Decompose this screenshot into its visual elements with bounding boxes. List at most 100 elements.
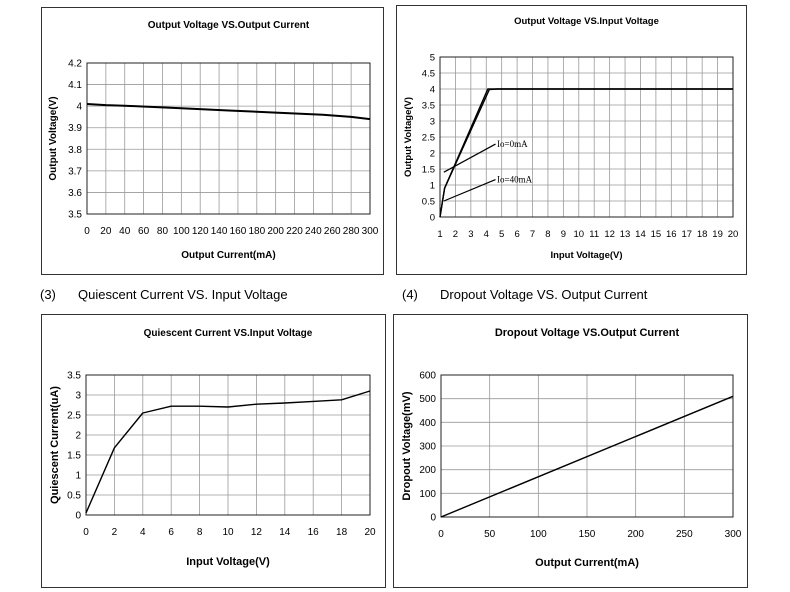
x-tick-label: 220 (286, 226, 303, 237)
y-tick-label: 2 (75, 431, 81, 442)
x-tick-label: 15 (651, 229, 662, 240)
x-tick-label: 50 (484, 529, 496, 540)
x-tick-label: 17 (681, 229, 692, 240)
plot-area-frame (86, 62, 371, 215)
x-tick-label: 18 (697, 229, 708, 240)
y-tick-label: 4.5 (422, 69, 435, 80)
caption-quiescent-current: (3) Quiescent Current VS. Input Voltage (40, 287, 288, 302)
x-tick-label: 100 (173, 226, 190, 237)
x-tick-label: 4 (140, 527, 146, 538)
chart-title: Quiescent Current VS.Input Voltage (144, 328, 313, 339)
y-tick-label: 300 (419, 442, 436, 453)
x-tick-label: 6 (168, 527, 174, 538)
y-tick-label: 3 (430, 117, 435, 128)
x-tick-label: 120 (192, 226, 209, 237)
x-tick-label: 80 (157, 226, 169, 237)
y-tick-label: 1.5 (67, 451, 81, 462)
x-tick-label: 12 (251, 527, 263, 538)
y-tick-label: 4 (76, 102, 82, 113)
series-line-iq (85, 390, 371, 514)
y-tick-label: 0 (430, 513, 436, 524)
series-line-io-40ma (439, 88, 733, 218)
chart-panel-dropout-voltage: Dropout Voltage VS.Output Current 0 100 200… (393, 314, 748, 588)
y-tick-label: 0 (430, 213, 435, 224)
y-tick-label: 3.5 (68, 210, 82, 221)
plot-area-frame (440, 374, 734, 518)
x-axis-label: Input Voltage(V) (550, 250, 622, 261)
y-tick-label: 3.5 (67, 371, 81, 382)
series-line-vdrop (440, 395, 734, 518)
y-tick-label: 0 (75, 511, 81, 522)
x-tick-label: 260 (324, 226, 341, 237)
annotation-label: Io=0mA (497, 139, 528, 149)
annotation-leader-line (443, 179, 496, 202)
chart-dropout-voltage-vs-output-current: Dropout Voltage VS.Output Current 0 100 200… (401, 327, 742, 569)
x-tick-label: 16 (666, 229, 677, 240)
x-tick-label: 20 (728, 229, 739, 240)
x-tick-label: 11 (589, 229, 599, 240)
y-tick-label: 3.7 (68, 166, 82, 177)
x-tick-label: 40 (119, 226, 131, 237)
x-tick-label: 14 (279, 527, 291, 538)
x-tick-label: 300 (362, 226, 379, 237)
y-axis-label: Output Voltage(V) (403, 97, 414, 177)
x-tick-label: 9 (561, 229, 566, 240)
x-tick-label: 16 (308, 527, 320, 538)
x-tick-label: 10 (574, 229, 585, 240)
y-tick-label: 4.2 (68, 59, 82, 70)
y-tick-label: 3.5 (422, 101, 435, 112)
y-tick-label: 3.9 (68, 123, 82, 134)
y-tick-label: 1.5 (422, 165, 435, 176)
x-tick-label: 240 (305, 226, 322, 237)
y-tick-label: 2.5 (422, 133, 435, 144)
chart-title: Dropout Voltage VS.Output Current (495, 327, 680, 339)
x-tick-label: 6 (514, 229, 519, 240)
y-tick-label: 4.1 (68, 80, 82, 91)
x-tick-label: 150 (579, 529, 596, 540)
caption-dropout-voltage: (4) Dropout Voltage VS. Output Current (402, 287, 647, 302)
caption-number: (4) (402, 287, 418, 302)
caption-text: Quiescent Current VS. Input Voltage (78, 287, 288, 302)
x-tick-label: 2 (453, 229, 458, 240)
x-axis-label: Output Current(mA) (181, 250, 275, 261)
y-tick-label: 3.8 (68, 145, 82, 156)
y-tick-label: 0.5 (67, 491, 81, 502)
y-axis-label: Output Voltage(V) (48, 96, 59, 180)
y-tick-label: 500 (419, 394, 436, 405)
x-tick-label: 10 (222, 527, 234, 538)
x-tick-label: 280 (343, 226, 360, 237)
chart-panel-output-vs-input: Output Voltage VS.Input Voltage 0 0.5 1 1.5 2… (396, 5, 747, 275)
caption-text: Dropout Voltage VS. Output Current (440, 287, 648, 302)
x-axis-label: Input Voltage(V) (186, 556, 270, 568)
y-tick-label: 2 (430, 149, 435, 160)
y-axis-label: Dropout Voltage(mV) (401, 391, 413, 501)
x-tick-label: 8 (197, 527, 203, 538)
series-line-vout (86, 103, 371, 121)
x-tick-label: 180 (248, 226, 265, 237)
y-tick-label: 0.5 (422, 197, 435, 208)
plot-area-frame (439, 56, 734, 218)
y-tick-label: 4 (430, 85, 435, 96)
x-tick-label: 2 (112, 527, 118, 538)
x-tick-label: 4 (484, 229, 489, 240)
annotation-label: Io=40mA (497, 175, 533, 185)
chart-output-voltage-vs-input-voltage: Output Voltage VS.Input Voltage 0 0.5 1 1.5 2… (403, 16, 739, 261)
x-tick-label: 13 (620, 229, 631, 240)
plot-area-frame (85, 374, 371, 516)
chart-quiescent-current-vs-input-voltage: Quiescent Current VS.Input Voltage 0 0.5 1 1… (49, 328, 376, 568)
x-tick-label: 200 (267, 226, 284, 237)
chart-panel-output-vs-current: Output Voltage VS.Output Current 3.5 3.6 3.… (41, 7, 384, 275)
x-tick-label: 19 (712, 229, 723, 240)
x-tick-label: 12 (604, 229, 615, 240)
chart-title: Output Voltage VS.Input Voltage (514, 16, 659, 27)
y-tick-label: 1 (430, 181, 435, 192)
y-tick-label: 1 (75, 471, 81, 482)
chart-output-voltage-vs-output-current: Output Voltage VS.Output Current 3.5 3.6 3.… (48, 20, 379, 261)
x-tick-label: 60 (138, 226, 150, 237)
x-tick-label: 18 (336, 527, 348, 538)
y-tick-label: 100 (419, 489, 436, 500)
x-tick-label: 5 (499, 229, 504, 240)
x-tick-label: 3 (468, 229, 473, 240)
y-tick-label: 200 (419, 465, 436, 476)
y-tick-label: 3.6 (68, 188, 82, 199)
